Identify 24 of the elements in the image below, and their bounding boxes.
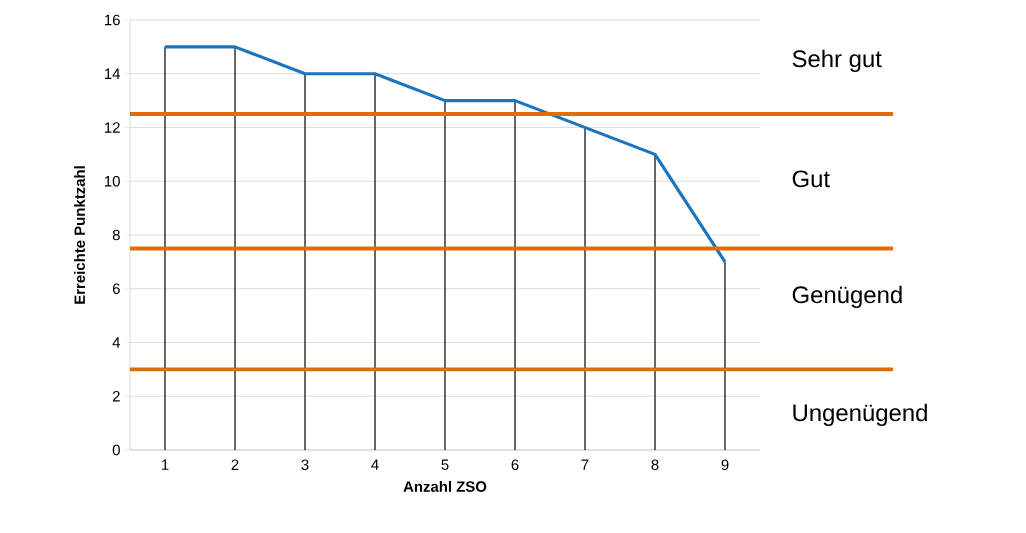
y-axis-title: Erreichte Punktzahl (74, 166, 86, 304)
text: Sehr gut (792, 49, 882, 72)
x-tick-label: 3 (301, 459, 309, 471)
x-tick-label: 2 (231, 459, 239, 470)
y-tick-label: 16 (105, 14, 120, 26)
x-axis-title: Anzahl ZSO (403, 480, 487, 492)
x-tick-label: 6 (511, 459, 519, 471)
x-tick-label: 1 (161, 459, 169, 470)
x-tick-label: 7 (581, 459, 589, 470)
y-tick-label: 2 (112, 391, 120, 402)
y-tick-label: 0 (112, 444, 120, 456)
x-tick-label: 9 (721, 459, 729, 471)
x-tick-label: 4 (371, 459, 379, 470)
x-tick-label: 8 (651, 459, 659, 471)
x-tick-label: 5 (441, 459, 449, 470)
y-tick-label: 12 (105, 122, 120, 133)
y-tick-label: 14 (105, 68, 121, 79)
text: Gut (792, 170, 830, 188)
text: Ungenügend (793, 403, 927, 426)
y-tick-label: 4 (112, 337, 121, 348)
text: Genügend (792, 285, 902, 308)
y-tick-label: 10 (105, 175, 120, 187)
y-tick-label: 6 (112, 283, 120, 295)
y-tick-label: 8 (112, 229, 120, 241)
